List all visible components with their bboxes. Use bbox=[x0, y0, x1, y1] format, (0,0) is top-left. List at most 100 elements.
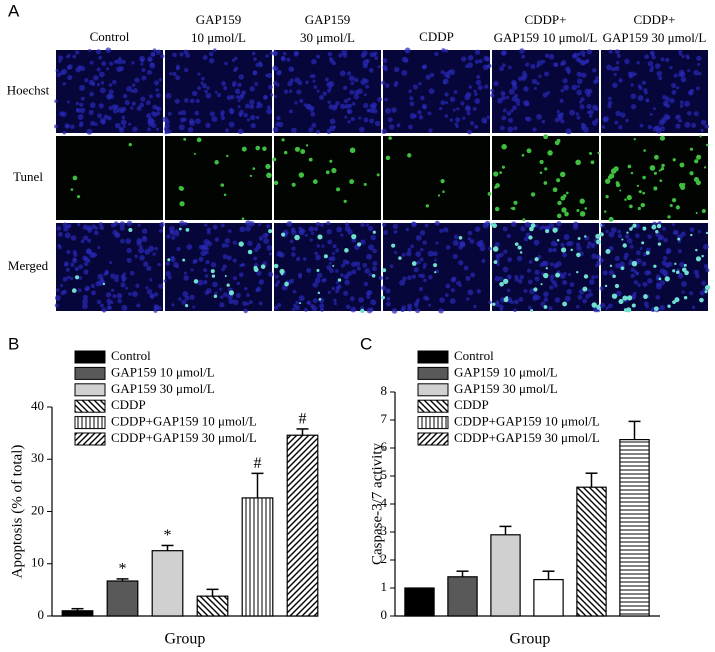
nucleus bbox=[333, 298, 337, 302]
nucleus bbox=[614, 263, 621, 269]
nucleus bbox=[548, 222, 555, 229]
apoptotic-cell bbox=[576, 252, 581, 258]
nucleus bbox=[64, 263, 68, 267]
nucleus bbox=[385, 301, 391, 307]
nucleus bbox=[418, 81, 422, 86]
nucleus bbox=[309, 238, 313, 242]
apoptotic-cell bbox=[619, 189, 622, 192]
bar bbox=[286, 434, 319, 617]
nucleus bbox=[266, 244, 273, 251]
nucleus bbox=[197, 72, 201, 76]
nucleus bbox=[493, 80, 499, 87]
nucleus bbox=[362, 263, 368, 268]
bar bbox=[61, 610, 94, 617]
column-label: CDDP+ bbox=[633, 12, 675, 27]
bar bbox=[576, 486, 607, 617]
nucleus bbox=[423, 64, 428, 69]
nucleus bbox=[464, 94, 471, 101]
apoptotic-cell bbox=[521, 154, 525, 157]
nucleus bbox=[315, 254, 321, 261]
nucleus bbox=[310, 111, 316, 117]
nucleus bbox=[501, 115, 507, 121]
nucleus bbox=[662, 226, 666, 231]
nucleus bbox=[401, 252, 406, 257]
nucleus bbox=[262, 94, 268, 100]
nucleus bbox=[106, 298, 112, 304]
nucleus bbox=[671, 89, 677, 95]
nucleus bbox=[363, 281, 369, 287]
nucleus bbox=[543, 291, 549, 297]
nucleus bbox=[663, 273, 668, 277]
legend-label: GAP159 30 μmol/L bbox=[111, 381, 215, 396]
apoptotic-cell bbox=[637, 206, 641, 211]
nucleus bbox=[82, 298, 88, 305]
apoptotic-cell bbox=[643, 149, 646, 152]
nucleus bbox=[253, 57, 257, 62]
nucleus bbox=[488, 246, 492, 251]
nucleus bbox=[104, 270, 109, 276]
nucleus bbox=[276, 115, 281, 121]
nucleus bbox=[153, 292, 159, 297]
nucleus bbox=[479, 239, 484, 244]
nucleus bbox=[130, 89, 134, 93]
y-tick-label: 1 bbox=[381, 579, 388, 594]
nucleus bbox=[417, 110, 422, 115]
nucleus bbox=[548, 306, 553, 311]
nucleus bbox=[691, 122, 697, 128]
nucleus bbox=[366, 307, 373, 314]
nucleus bbox=[521, 54, 526, 59]
apoptotic-cell bbox=[694, 159, 699, 164]
apoptotic-cell bbox=[223, 193, 227, 197]
nucleus bbox=[659, 268, 666, 274]
nucleus bbox=[512, 105, 517, 111]
nucleus bbox=[518, 296, 524, 302]
apoptotic-cell bbox=[298, 172, 305, 178]
nucleus bbox=[482, 64, 489, 71]
nucleus bbox=[669, 65, 673, 70]
nucleus bbox=[620, 112, 626, 118]
nucleus bbox=[326, 88, 332, 93]
apoptotic-cell bbox=[528, 235, 533, 240]
nucleus bbox=[339, 70, 346, 77]
nucleus bbox=[420, 95, 425, 101]
nucleus bbox=[304, 233, 308, 237]
column-label: GAP159 30 μmol/L bbox=[603, 30, 707, 45]
nucleus bbox=[506, 288, 511, 293]
nucleus bbox=[536, 113, 542, 120]
nucleus bbox=[607, 104, 612, 109]
nucleus bbox=[150, 51, 156, 57]
nucleus bbox=[340, 233, 344, 237]
nucleus bbox=[108, 83, 113, 87]
nucleus bbox=[637, 95, 644, 101]
nucleus bbox=[305, 80, 309, 85]
apoptotic-cell bbox=[582, 286, 588, 292]
nucleus bbox=[326, 130, 331, 135]
nucleus bbox=[473, 304, 477, 309]
nucleus bbox=[423, 263, 427, 267]
nucleus bbox=[554, 62, 559, 67]
nucleus bbox=[84, 257, 90, 263]
nucleus bbox=[660, 126, 665, 132]
nucleus bbox=[409, 101, 415, 107]
nucleus bbox=[453, 234, 459, 240]
nucleus bbox=[69, 276, 74, 281]
nucleus bbox=[299, 98, 304, 103]
nucleus bbox=[371, 102, 377, 108]
nucleus bbox=[329, 125, 336, 132]
apoptotic-cell bbox=[599, 232, 604, 237]
apoptotic-cell bbox=[650, 166, 656, 171]
nucleus bbox=[96, 82, 101, 87]
apoptotic-cell bbox=[561, 207, 567, 213]
nucleus bbox=[273, 305, 279, 310]
nucleus bbox=[516, 102, 520, 107]
nucleus bbox=[520, 226, 526, 232]
nucleus bbox=[237, 99, 241, 103]
apoptotic-cell bbox=[677, 237, 681, 241]
apoptotic-cell bbox=[605, 249, 611, 254]
nucleus bbox=[651, 54, 656, 60]
apoptotic-cell bbox=[503, 297, 509, 303]
apoptotic-cell bbox=[583, 274, 589, 279]
nucleus bbox=[146, 288, 153, 295]
nucleus bbox=[444, 92, 449, 97]
nucleus bbox=[595, 76, 599, 80]
